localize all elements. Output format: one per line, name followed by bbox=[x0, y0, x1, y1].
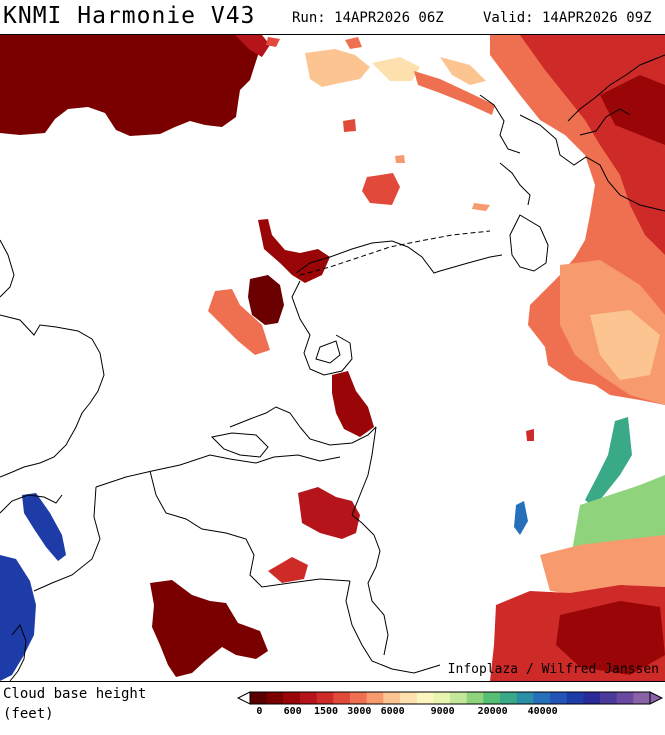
legend-color-swatch bbox=[500, 692, 518, 704]
legend-unit: (feet) bbox=[3, 706, 54, 722]
cloud-area-red-mid bbox=[343, 119, 356, 132]
legend-color-swatch bbox=[516, 692, 534, 704]
legend-color-swatch bbox=[266, 692, 284, 704]
legend-tick-label: 9000 bbox=[430, 706, 455, 717]
legend-color-swatch bbox=[466, 692, 484, 704]
legend-color-swatch bbox=[433, 692, 451, 704]
legend-color-swatch bbox=[583, 692, 601, 704]
cloud-area-coast-dark bbox=[248, 275, 284, 325]
cloud-area-small-2 bbox=[395, 155, 405, 163]
legend-tick-label: 600 bbox=[283, 706, 302, 717]
cloud-area-inland-red bbox=[332, 371, 374, 437]
cloud-area-east-pale bbox=[590, 310, 660, 380]
cloud-area-orange-west bbox=[208, 289, 270, 355]
legend-arrow-high bbox=[649, 691, 664, 705]
legend-color-swatch bbox=[633, 692, 651, 704]
legend-color-swatch bbox=[250, 692, 268, 704]
legend-colorbar bbox=[236, 691, 664, 705]
legend-color-swatch bbox=[533, 692, 551, 704]
cloud-area-cyan-band bbox=[585, 417, 632, 507]
legend-color-swatch bbox=[600, 692, 618, 704]
cloud-area-small-3 bbox=[472, 203, 490, 211]
cloud-area-yellow-top bbox=[372, 57, 420, 81]
legend-color-swatch bbox=[483, 692, 501, 704]
legend-color-swatch bbox=[416, 692, 434, 704]
legend-color-swatch bbox=[566, 692, 584, 704]
legend-tick-label: 20000 bbox=[477, 706, 508, 717]
cloud-area-darkred-se bbox=[556, 601, 665, 675]
cloud-base-map: Infoplaza / Wilfred Janssen bbox=[0, 34, 665, 682]
cloud-area-orange-top-3 bbox=[414, 71, 495, 115]
map-canvas bbox=[0, 35, 665, 681]
cloud-area-inland-red-3 bbox=[268, 557, 308, 583]
header: KNMI Harmonie V43 Run: 14APR2026 06Z Val… bbox=[0, 0, 665, 34]
legend-tick-label: 0 bbox=[256, 706, 263, 717]
cloud-area-inland-red-4 bbox=[526, 429, 534, 441]
legend-color-swatch bbox=[366, 692, 384, 704]
legend-color-swatch bbox=[550, 692, 568, 704]
map-credit: Infoplaza / Wilfred Janssen bbox=[447, 662, 659, 677]
cloud-area-orange-top-2 bbox=[345, 37, 362, 49]
legend-color-swatch bbox=[333, 692, 351, 704]
legend-tick-label: 6000 bbox=[380, 706, 405, 717]
cloud-area-inland-red-2 bbox=[298, 487, 360, 539]
legend-color-swatch bbox=[616, 692, 634, 704]
cloud-area-blue-small bbox=[514, 501, 528, 535]
legend-color-swatch bbox=[400, 692, 418, 704]
legend-color-swatch bbox=[450, 692, 468, 704]
cloud-area-blue-west bbox=[22, 493, 66, 561]
legend-border bbox=[249, 691, 651, 705]
legend-color-swatch bbox=[316, 692, 334, 704]
model-title: KNMI Harmonie V43 bbox=[3, 3, 256, 29]
coastlines bbox=[0, 54, 665, 681]
valid-time: Valid: 14APR2026 09Z bbox=[483, 10, 652, 26]
cloud-area-coast-red bbox=[258, 219, 330, 283]
legend-arrow-low bbox=[236, 691, 251, 705]
legend-color-swatch bbox=[300, 692, 318, 704]
cloud-area-small bbox=[266, 37, 280, 47]
legend: Cloud base height (feet) 0 600 1500 3000 600… bbox=[0, 682, 665, 735]
legend-tick-label: 40000 bbox=[527, 706, 558, 717]
legend-tick-label: 1500 bbox=[313, 706, 339, 717]
cloud-area-orange-se bbox=[540, 535, 665, 595]
legend-color-swatch bbox=[283, 692, 301, 704]
territorial-lines bbox=[299, 230, 491, 276]
cloud-area-top-left bbox=[0, 35, 258, 136]
legend-label: Cloud base height bbox=[3, 686, 147, 702]
cloud-area-top-left-edge bbox=[235, 35, 270, 57]
cloud-area-orange-top-4 bbox=[440, 57, 486, 85]
cloud-area-green-band bbox=[570, 475, 665, 563]
cloud-area-bottom-dark bbox=[150, 580, 268, 677]
run-time: Run: 14APR2026 06Z bbox=[292, 10, 444, 26]
legend-color-swatch bbox=[383, 692, 401, 704]
legend-color-swatch bbox=[350, 692, 368, 704]
cloud-area-red-2 bbox=[362, 173, 400, 205]
cloud-area-east-dark bbox=[600, 75, 665, 145]
legend-tick-label: 3000 bbox=[347, 706, 372, 717]
cloud-area-orange-top bbox=[305, 49, 370, 87]
cloud-area-blue-west-2 bbox=[0, 555, 36, 681]
